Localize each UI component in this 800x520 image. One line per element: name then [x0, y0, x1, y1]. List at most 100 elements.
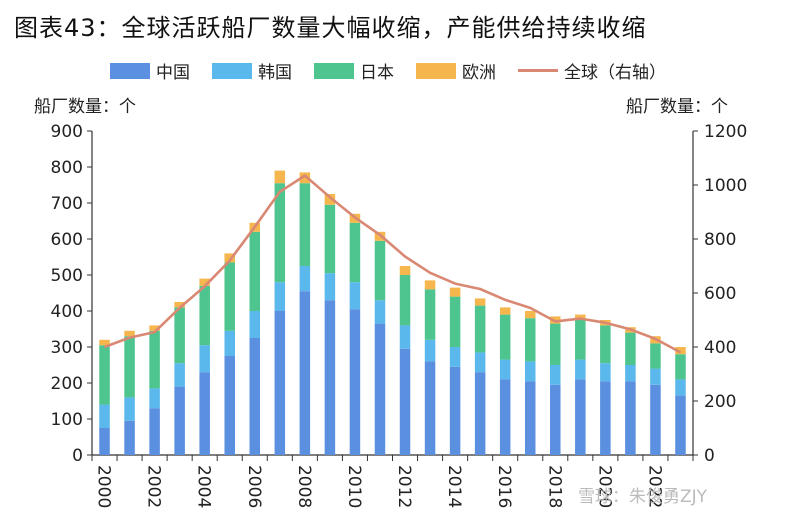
bar-japan	[224, 262, 235, 331]
bar-japan	[675, 354, 686, 380]
y-tick-label-right: 1000	[704, 176, 747, 196]
x-tick-label: 2012	[394, 465, 414, 508]
bar-china	[249, 338, 261, 455]
y-tick-label-left: 400	[51, 302, 83, 322]
bar-china	[399, 348, 411, 455]
bar-europe	[174, 302, 185, 308]
bar-europe	[124, 330, 135, 337]
bar-korea	[449, 347, 461, 367]
bar-japan	[349, 222, 361, 283]
legend: 中国 韩国 日本 欧洲 全球（右轴）	[110, 58, 666, 83]
legend-swatch-europe	[416, 62, 456, 79]
bar-china	[299, 291, 311, 455]
legend-swatch-japan	[314, 62, 354, 79]
bar-europe	[299, 172, 311, 184]
legend-item-global: 全球（右轴）	[518, 58, 666, 83]
bar-korea	[675, 379, 686, 396]
bar-china	[224, 356, 235, 455]
legend-label-europe: 欧洲	[462, 63, 496, 83]
y-tick-label-left: 600	[51, 230, 83, 250]
x-tick-label: 2008	[294, 465, 314, 508]
bar-korea	[550, 365, 561, 385]
bar-korea	[650, 368, 661, 385]
bar-japan	[149, 330, 160, 389]
bar-japan	[399, 275, 411, 326]
bar-japan	[650, 343, 661, 369]
bar-europe	[575, 314, 586, 320]
bar-europe	[675, 347, 686, 355]
bar-china	[424, 361, 436, 455]
bar-korea	[625, 365, 636, 382]
bar-korea	[349, 282, 361, 310]
bar-china	[449, 366, 461, 455]
y-tick-label-right: 600	[704, 284, 736, 304]
legend-swatch-china	[110, 62, 150, 79]
bar-europe	[474, 298, 486, 306]
bar-china	[650, 384, 661, 455]
x-tick-label: 2000	[94, 465, 114, 508]
bar-europe	[449, 287, 461, 297]
bar-europe	[499, 307, 511, 315]
bar-korea	[274, 282, 286, 311]
legend-item-europe: 欧洲	[416, 58, 496, 83]
bar-korea	[374, 300, 386, 324]
bar-china	[199, 372, 210, 455]
bar-europe	[324, 194, 336, 205]
y-tick-label-right: 1200	[704, 122, 747, 142]
bar-china	[324, 300, 336, 455]
legend-label-japan: 日本	[360, 63, 394, 83]
bar-china	[274, 311, 286, 455]
line-global	[104, 174, 682, 354]
legend-swatch-global	[518, 69, 558, 72]
bar-korea	[249, 311, 261, 338]
bar-china	[99, 428, 110, 455]
legend-item-japan: 日本	[314, 58, 394, 83]
y-tick-label-right: 400	[704, 338, 736, 358]
bar-japan	[499, 314, 511, 360]
bar-korea	[224, 330, 235, 356]
bar-japan	[600, 325, 611, 364]
bar-china	[575, 379, 586, 455]
bar-japan	[550, 323, 561, 365]
y-tick-label-right: 0	[704, 446, 715, 466]
bar-china	[675, 395, 686, 455]
bar-japan	[424, 289, 436, 340]
y-tick-label-left: 100	[51, 410, 83, 430]
legend-label-korea: 韩国	[258, 63, 292, 83]
bar-japan	[274, 183, 286, 283]
bar-japan	[324, 204, 336, 274]
bar-korea	[600, 363, 611, 382]
bar-japan	[474, 305, 486, 353]
legend-label-china: 中国	[156, 63, 190, 83]
y-tick-label-left: 500	[51, 266, 83, 286]
bar-korea	[99, 404, 110, 428]
bar-europe	[424, 280, 436, 290]
x-tick-label: 2006	[244, 465, 264, 508]
y-tick-label-left: 900	[51, 122, 83, 142]
bar-europe	[399, 266, 411, 275]
y-tick-label-left: 300	[51, 338, 83, 358]
legend-item-china: 中国	[110, 58, 190, 83]
bar-korea	[424, 339, 436, 362]
bar-china	[124, 420, 135, 455]
y-tick-label-left: 700	[51, 194, 83, 214]
bar-japan	[249, 231, 261, 311]
x-tick-label: 2010	[344, 465, 364, 508]
bar-korea	[499, 359, 511, 380]
bar-japan	[199, 285, 210, 346]
bar-korea	[149, 388, 160, 409]
bar-korea	[324, 273, 336, 301]
bar-korea	[124, 397, 135, 421]
bar-china	[174, 386, 185, 455]
bar-china	[349, 309, 361, 455]
bar-china	[625, 381, 636, 455]
y-axis-label-right: 船厂数量：个	[626, 97, 728, 117]
bar-korea	[524, 361, 536, 382]
bar-korea	[399, 325, 411, 349]
bar-china	[149, 408, 160, 455]
bar-korea	[199, 345, 210, 373]
bar-japan	[449, 296, 461, 347]
watermark: 雪球：朱俊勇ZJY	[578, 487, 708, 507]
bar-japan	[174, 307, 185, 364]
bar-japan	[124, 336, 135, 398]
